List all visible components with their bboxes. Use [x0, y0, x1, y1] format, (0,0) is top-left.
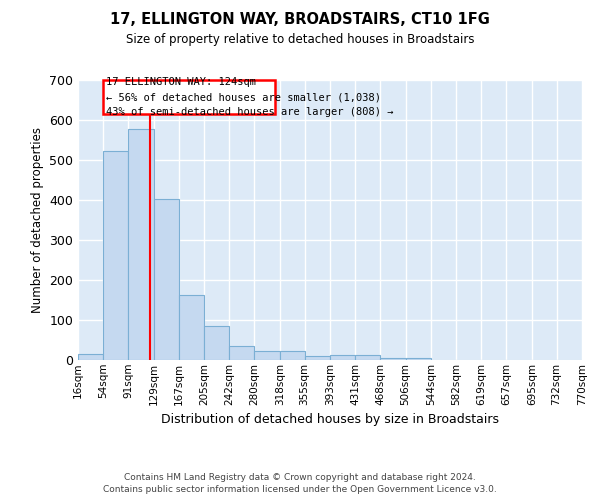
- Bar: [380, 358, 406, 360]
- Bar: [78, 354, 103, 360]
- Bar: [205, 326, 229, 360]
- Bar: [355, 355, 380, 360]
- Y-axis label: Number of detached properties: Number of detached properties: [31, 127, 44, 313]
- Text: Contains HM Land Registry data © Crown copyright and database right 2024.: Contains HM Land Registry data © Crown c…: [124, 472, 476, 482]
- Bar: [330, 355, 355, 360]
- Text: 17 ELLINGTON WAY: 124sqm
← 56% of detached houses are smaller (1,038)
43% of sem: 17 ELLINGTON WAY: 124sqm ← 56% of detach…: [106, 77, 394, 117]
- Bar: [154, 199, 179, 360]
- FancyBboxPatch shape: [103, 80, 275, 114]
- Text: Contains public sector information licensed under the Open Government Licence v3: Contains public sector information licen…: [103, 485, 497, 494]
- Bar: [280, 351, 305, 360]
- X-axis label: Distribution of detached houses by size in Broadstairs: Distribution of detached houses by size …: [161, 413, 499, 426]
- Text: Size of property relative to detached houses in Broadstairs: Size of property relative to detached ho…: [126, 32, 474, 46]
- Bar: [229, 346, 254, 360]
- Bar: [179, 295, 205, 360]
- Bar: [406, 358, 431, 360]
- Bar: [254, 351, 280, 360]
- Text: 17, ELLINGTON WAY, BROADSTAIRS, CT10 1FG: 17, ELLINGTON WAY, BROADSTAIRS, CT10 1FG: [110, 12, 490, 28]
- Bar: [128, 129, 154, 360]
- Bar: [305, 356, 330, 360]
- Bar: [103, 151, 128, 360]
